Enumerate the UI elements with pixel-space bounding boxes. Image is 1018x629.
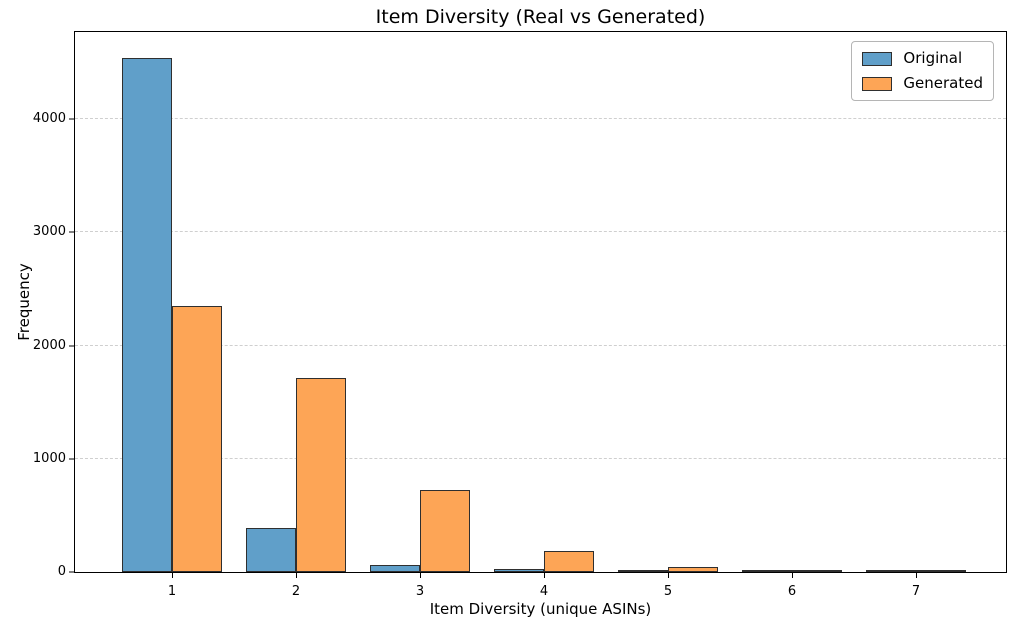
x-tick-label: 7 <box>911 584 921 599</box>
x-tick-label: 2 <box>291 584 301 599</box>
y-tick-mark <box>69 345 74 347</box>
bar-generated-6 <box>792 569 842 572</box>
legend-swatch <box>862 76 893 91</box>
legend-swatch <box>862 51 893 66</box>
x-axis-label: Item Diversity (unique ASINs) <box>429 600 652 618</box>
bar-original-6 <box>742 569 792 572</box>
legend-item-original: Original <box>862 49 983 68</box>
gridline-2000 <box>75 344 1006 346</box>
legend-label: Generated <box>903 74 983 92</box>
plot-area: Original Generated 0 1000 2000 3000 4000 1 2 3 4 5… <box>33 31 1007 599</box>
x-tick-label: 6 <box>787 584 797 599</box>
bar-generated-7 <box>916 569 966 572</box>
x-tick-label: 4 <box>539 584 549 599</box>
bar-generated-1 <box>172 305 222 572</box>
y-tick-mark <box>69 458 74 460</box>
y-tick-mark <box>69 231 74 233</box>
bar-generated-4 <box>544 551 594 572</box>
legend: Original Generated <box>851 41 994 101</box>
legend-item-generated: Generated <box>862 74 983 93</box>
gridline-3000 <box>75 231 1006 233</box>
chart-title: Item Diversity (Real vs Generated) <box>375 6 706 28</box>
x-tick-label: 1 <box>167 584 177 599</box>
bar-original-2 <box>246 527 296 572</box>
bar-original-3 <box>370 564 420 572</box>
gridline-4000 <box>75 118 1006 120</box>
y-tick-label: 0 <box>57 564 66 579</box>
x-tick-mark <box>916 573 917 578</box>
bar-original-4 <box>494 569 544 572</box>
y-tick-mark <box>69 571 74 573</box>
bar-original-7 <box>866 569 916 572</box>
y-axis-label: Frequency <box>15 263 33 341</box>
y-tick-label: 1000 <box>32 450 66 466</box>
gridline-1000 <box>75 457 1006 459</box>
legend-label: Original <box>903 49 963 67</box>
bar-generated-5 <box>668 567 718 572</box>
x-tick-label: 3 <box>415 584 425 599</box>
bar-generated-2 <box>296 378 346 572</box>
x-tick-mark <box>172 573 173 578</box>
bar-original-5 <box>618 569 668 572</box>
x-tick-mark <box>792 573 793 578</box>
x-tick-mark <box>296 573 297 578</box>
x-tick-mark <box>668 573 669 578</box>
y-tick-mark <box>69 118 74 120</box>
y-tick-label: 4000 <box>32 111 66 127</box>
bar-generated-3 <box>420 489 470 572</box>
y-tick-label: 2000 <box>32 337 66 353</box>
x-tick-mark <box>544 573 545 578</box>
x-tick-mark <box>420 573 421 578</box>
x-tick-label: 5 <box>663 584 673 599</box>
y-tick-label: 3000 <box>32 224 66 240</box>
bar-original-1 <box>122 58 172 572</box>
